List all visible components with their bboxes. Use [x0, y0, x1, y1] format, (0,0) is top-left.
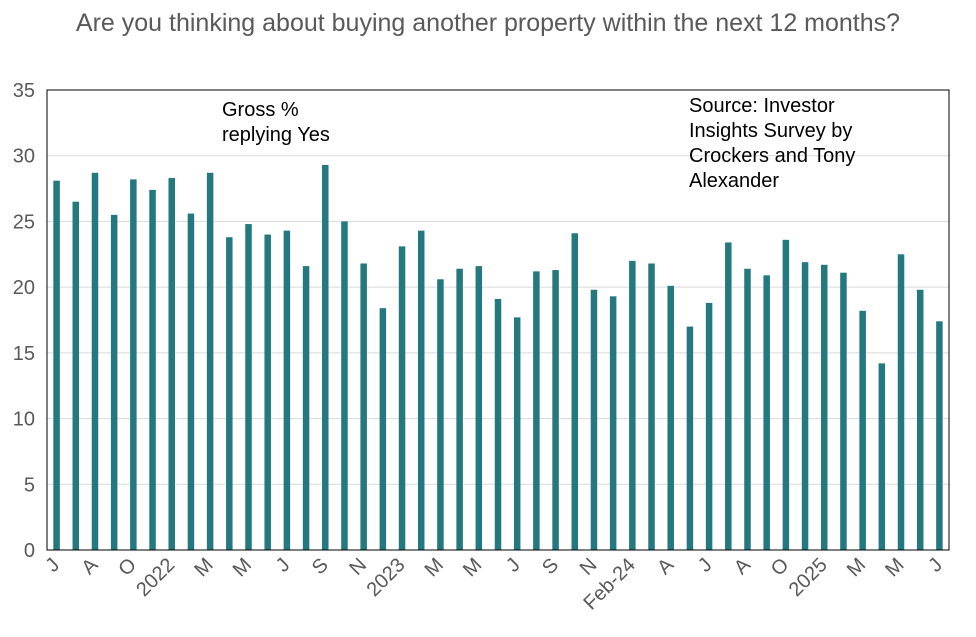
x-tick-label: J	[272, 554, 295, 577]
bar	[206, 172, 214, 551]
y-tick-label: 0	[24, 540, 35, 562]
bar	[437, 279, 444, 550]
y-tick-label: 10	[13, 409, 35, 431]
y-tick-label: 5	[24, 474, 35, 496]
bar	[936, 321, 943, 550]
x-tick-label: 2023	[363, 554, 410, 601]
bar	[322, 164, 329, 550]
bar	[801, 262, 809, 550]
x-tick-label: A	[730, 554, 755, 579]
bar	[456, 268, 463, 550]
x-tick-label: A	[653, 554, 678, 579]
bar	[916, 289, 924, 550]
x-tick-label: J	[502, 554, 525, 577]
x-tick-label: M	[190, 554, 217, 581]
x-tick-label: J	[694, 554, 717, 577]
bar	[302, 266, 310, 550]
bar	[360, 263, 367, 550]
bar	[379, 308, 387, 550]
y-tick-label: 25	[13, 211, 35, 233]
bar	[72, 201, 80, 550]
bar	[168, 178, 175, 551]
x-tick-label: M	[229, 554, 256, 581]
x-tick-label: S	[538, 554, 563, 579]
x-tick-label: A	[78, 554, 103, 579]
bar	[840, 272, 847, 550]
y-tick-label: 15	[13, 343, 35, 365]
x-tick-label: M	[421, 554, 448, 581]
bar	[187, 213, 195, 551]
x-tick-label: 2022	[132, 554, 179, 601]
bar	[878, 363, 886, 550]
x-tick-label: J	[924, 554, 947, 577]
bar	[245, 224, 252, 551]
bar	[686, 326, 694, 550]
bar	[763, 275, 770, 550]
bar	[533, 271, 540, 550]
y-tick-label: 20	[13, 277, 35, 299]
bar	[782, 239, 790, 551]
bar	[398, 246, 406, 550]
x-tick-label: N	[345, 554, 371, 580]
bar	[629, 260, 636, 550]
x-tick-label: J	[42, 554, 65, 577]
axes	[46, 89, 950, 551]
bar	[341, 221, 348, 550]
bar	[609, 296, 617, 550]
annotation-source: Source: Investor Insights Survey by Croc…	[689, 95, 856, 192]
bar	[897, 254, 905, 551]
y-tick-label: 30	[13, 146, 35, 168]
x-tick-label: M	[459, 554, 486, 581]
x-tick-label: 2025	[785, 554, 832, 601]
bar	[417, 230, 425, 550]
x-tick-label: N	[576, 554, 602, 580]
bar	[705, 302, 713, 550]
y-tick-label: 35	[13, 80, 35, 102]
bar	[264, 234, 271, 551]
bar	[590, 289, 598, 550]
bar	[725, 242, 732, 550]
x-tick-label: O	[767, 554, 794, 581]
bar	[149, 189, 156, 550]
x-tick-label: M	[843, 554, 870, 581]
bar	[283, 230, 291, 550]
bar	[494, 298, 502, 550]
plot-frame	[46, 89, 950, 551]
annotation-gross-percent: Gross % replying Yes	[222, 99, 330, 146]
x-tick-label: S	[308, 554, 333, 579]
bar	[667, 285, 674, 550]
bars	[53, 164, 943, 551]
x-tick-label: M	[881, 554, 908, 581]
bar	[744, 268, 751, 550]
x-tick-label: O	[114, 554, 141, 581]
bar	[475, 266, 483, 550]
bar	[513, 317, 521, 550]
bar	[859, 310, 866, 550]
bar	[53, 180, 60, 550]
chart-title: Are you thinking about buying another pr…	[75, 9, 901, 37]
bar	[648, 263, 655, 550]
bar	[226, 237, 233, 550]
bar	[91, 172, 99, 551]
bar	[552, 270, 559, 550]
bar	[571, 233, 579, 550]
bar	[110, 214, 118, 550]
bar	[130, 179, 137, 550]
bar	[821, 264, 828, 550]
